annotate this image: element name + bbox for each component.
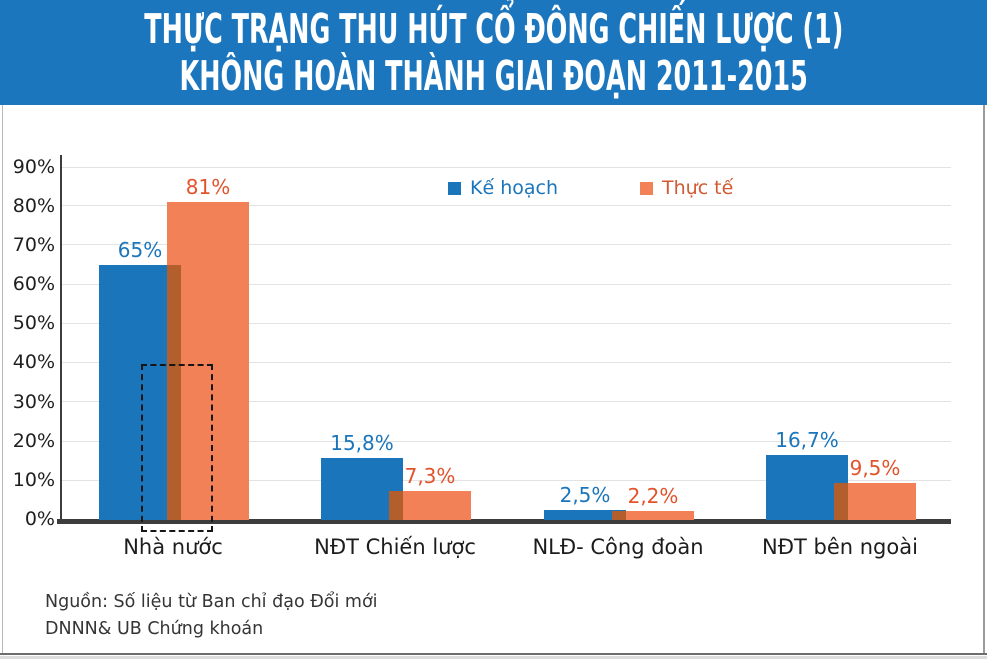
source-line-2: DNNN& UB Chứng khoán [45, 619, 264, 640]
source-note: Nguồn: Số liệu từ Ban chỉ đạo Đổi mới DN… [45, 589, 378, 643]
value-label-ke-hoach: 65% [117, 238, 163, 263]
gridline [62, 480, 951, 481]
y-axis-label: 40% [12, 351, 55, 373]
value-label-thuc-te: 9,5% [849, 455, 901, 480]
y-axis-label: 30% [12, 391, 55, 413]
y-axis-label: 0% [24, 508, 55, 530]
value-label-ke-hoach: 15,8% [330, 431, 394, 455]
gridline [62, 323, 951, 324]
source-line-1: Nguồn: Số liệu từ Ban chỉ đạo Đổi mới [45, 592, 378, 612]
value-label-ke-hoach: 16,7% [775, 427, 839, 452]
bottom-edge-strip [0, 656, 987, 659]
gridline [62, 401, 951, 402]
bar-ke-hoach: 2,5% [544, 484, 626, 520]
value-label-thuc-te: 2,2% [627, 484, 679, 509]
category-label: NĐT Chiến lược [314, 535, 476, 559]
gridline [62, 167, 951, 168]
title-line-2: KHÔNG HOÀN THÀNH GIAI ĐOẠN 2011-2015 [179, 51, 808, 100]
frame-border-right [983, 105, 985, 655]
bar-overlap [389, 491, 403, 520]
legend-item-ke-hoach: Kế hoạch [448, 179, 558, 198]
legend-label: Kế hoạch [470, 177, 558, 199]
y-axis-line [60, 155, 62, 522]
legend-label: Thực tế [662, 177, 734, 199]
category-label: NLĐ- Công đoàn [532, 535, 704, 559]
legend: Kế hoạch Thực tế [448, 179, 733, 198]
y-axis-label: 10% [12, 469, 55, 491]
bottom-rule [0, 653, 987, 655]
highlight-dashed-box [141, 364, 213, 532]
value-label-thuc-te: 81% [185, 175, 231, 200]
gridline [62, 244, 951, 245]
gridline [62, 284, 951, 285]
y-axis-label: 60% [12, 273, 55, 295]
legend-swatch-icon [448, 182, 461, 195]
x-axis-line [57, 519, 951, 524]
bar-group-nld-cong-doan: 2,5% 2,2% NLĐ- Công đoàn [507, 167, 729, 559]
bar-chart-plot: 65% 81% Nhà nước 15,8% 7,3% NĐT Chiến lư… [57, 155, 951, 560]
bar-thuc-te: 2,2% [612, 485, 694, 520]
y-axis-label: 80% [12, 195, 55, 217]
bar-overlap [167, 265, 181, 520]
bar-group-ndt-chien-luoc: 15,8% 7,3% NĐT Chiến lược [284, 167, 506, 559]
y-axis-label: 90% [12, 156, 55, 178]
bar-overlap [612, 511, 626, 520]
legend-swatch-icon [640, 182, 653, 195]
legend-item-thuc-te: Thực tế [640, 179, 733, 198]
y-axis-label: 50% [12, 312, 55, 334]
gridline [62, 441, 951, 442]
category-label: Nhà nước [123, 535, 223, 559]
category-label: NĐT bên ngoài [762, 535, 918, 559]
gridline [62, 205, 951, 206]
bar-overlap [834, 482, 848, 520]
title-line-1: THỰC TRẠNG THU HÚT CỔ ĐÔNG CHIẾN LƯỢC (1… [143, 4, 844, 53]
gridline [62, 362, 951, 363]
frame-border-left [2, 105, 3, 655]
value-label-thuc-te: 7,3% [404, 464, 456, 489]
bar-group-nha-nuoc: 65% 81% Nhà nước [62, 167, 284, 559]
y-axis-label: 70% [12, 234, 55, 256]
value-label-ke-hoach: 2,5% [559, 483, 611, 508]
y-axis-label: 20% [12, 430, 55, 452]
title-banner: THỰC TRẠNG THU HÚT CỔ ĐÔNG CHIẾN LƯỢC (1… [0, 0, 987, 105]
bar-group-ndt-ben-ngoai: 16,7% 9,5% NĐT bên ngoài [729, 167, 951, 560]
